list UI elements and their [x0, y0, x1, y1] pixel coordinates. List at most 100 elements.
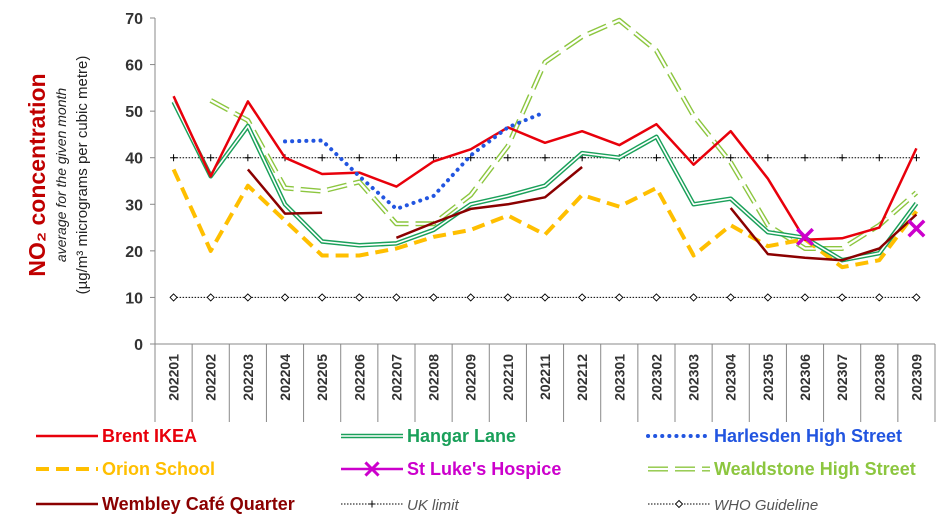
- series-harlesden-high-street: [283, 110, 547, 212]
- series-line: [172, 95, 918, 241]
- data-point: [763, 293, 772, 302]
- data-point: [689, 293, 698, 302]
- data-point: [727, 154, 735, 162]
- data-point: [318, 154, 326, 162]
- series-line: [283, 110, 547, 212]
- data-point: [912, 293, 921, 302]
- series-line: [395, 166, 583, 239]
- x-tick-label: 202206: [351, 354, 367, 401]
- legend-label: Orion School: [102, 459, 215, 479]
- x-tick-label: 202303: [686, 354, 702, 401]
- series-brent-ikea: [172, 95, 918, 241]
- legend-label: Hangar Lane: [407, 426, 516, 446]
- x-tick-label: 202301: [611, 354, 627, 401]
- legend-item: Brent IKEA: [36, 426, 197, 446]
- data-point: [726, 293, 735, 302]
- x-tick-label: 202305: [760, 354, 776, 401]
- legend-label: UK limit: [407, 497, 459, 514]
- data-point: [466, 293, 475, 302]
- x-tick-label: 202308: [871, 354, 887, 401]
- data-point: [838, 293, 847, 302]
- x-tick-label: 202208: [426, 354, 442, 401]
- x-tick-label: 202302: [648, 354, 664, 401]
- data-point: [838, 154, 846, 162]
- legend-item: Wembley Café Quarter: [36, 494, 295, 514]
- data-point: [170, 154, 178, 162]
- data-point: [541, 154, 549, 162]
- data-point: [800, 293, 810, 302]
- legend-label: St Luke's Hospice: [407, 459, 561, 479]
- legend-label: Wealdstone High Street: [714, 459, 916, 479]
- data-point: [318, 293, 327, 302]
- legend-item: Wealdstone High Street: [648, 459, 916, 479]
- data-point: [430, 154, 438, 162]
- legend-item: UK limit: [341, 497, 459, 514]
- legend-item: Hangar Lane: [341, 426, 516, 446]
- x-tick-label: 202204: [277, 354, 293, 401]
- data-point: [429, 293, 438, 302]
- data-point: [875, 293, 884, 302]
- x-tick-label: 202306: [797, 354, 813, 401]
- legend-swatch-marker: [674, 499, 684, 509]
- series-uk-limit: [170, 154, 920, 162]
- series-line-inner: [172, 101, 918, 261]
- data-point: [503, 293, 512, 302]
- y-tick-label: 0: [134, 337, 143, 354]
- data-point: [540, 293, 550, 302]
- data-point: [912, 154, 920, 162]
- data-point: [578, 293, 587, 302]
- legend-label: Wembley Café Quarter: [102, 494, 295, 514]
- series-wembley-caf-quarter: [246, 166, 918, 262]
- data-point: [796, 227, 814, 246]
- data-point: [280, 293, 290, 302]
- legend-item: Orion School: [36, 459, 215, 479]
- y-axis-title-block: NO₂ concentration average for the given …: [24, 56, 91, 295]
- data-point: [615, 293, 624, 302]
- data-point: [169, 293, 178, 302]
- y-tick-label: 70: [125, 11, 143, 28]
- data-point: [690, 154, 698, 162]
- data-point: [875, 154, 883, 162]
- x-tick-label: 202210: [500, 354, 516, 401]
- x-tick-label: 202307: [834, 354, 850, 401]
- series-line: [171, 168, 918, 270]
- data-point: [206, 293, 215, 302]
- x-tick-label: 202202: [203, 354, 219, 401]
- data-point: [243, 293, 252, 302]
- x-tick-label: 202309: [908, 354, 924, 401]
- y-tick-label: 60: [125, 58, 143, 75]
- x-tick-label: 202203: [240, 354, 256, 401]
- x-tick-label: 202304: [723, 354, 739, 401]
- axes: 0 10 20 30 40 50 60 70 202201 202202 202203 202204 2…: [125, 11, 936, 422]
- legend-swatch-marker: [364, 461, 380, 477]
- series-layer: [169, 17, 926, 302]
- data-point: [652, 154, 660, 162]
- data-point: [244, 154, 252, 162]
- data-point: [392, 293, 401, 302]
- legend-item: St Luke's Hospice: [341, 459, 561, 479]
- x-tick-label: 202212: [574, 354, 590, 401]
- y-axis-label: (µg/m³ micrograms per cubic metre): [74, 56, 91, 295]
- legend-label: WHO Guideline: [714, 497, 818, 514]
- legend-label: Harlesden High Street: [714, 426, 902, 446]
- legend-item: Harlesden High Street: [646, 426, 902, 446]
- data-point: [801, 154, 809, 162]
- series-hangar-lane: [171, 100, 919, 263]
- y-tick-label: 20: [125, 244, 143, 261]
- y-tick-label: 30: [125, 197, 143, 214]
- series-line: [246, 168, 323, 215]
- legend-label: Brent IKEA: [102, 426, 197, 446]
- series-who-guideline: [169, 293, 921, 302]
- chart-subtitle: average for the given month: [53, 88, 69, 263]
- series-orion-school: [171, 168, 918, 270]
- data-point: [207, 154, 215, 162]
- legend: Brent IKEA Hangar Lane Harlesden High Stre…: [36, 426, 916, 514]
- x-tick-label: 202209: [463, 354, 479, 401]
- data-point: [764, 154, 772, 162]
- data-point: [907, 219, 926, 238]
- series-line: [729, 207, 918, 262]
- legend-item: WHO Guideline: [648, 497, 818, 514]
- y-tick-label: 10: [125, 290, 143, 307]
- x-tick-label: 202211: [537, 354, 553, 400]
